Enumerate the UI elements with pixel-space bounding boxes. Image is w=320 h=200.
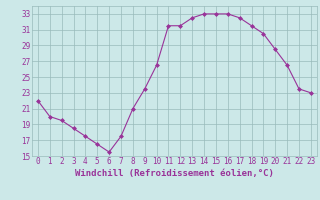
X-axis label: Windchill (Refroidissement éolien,°C): Windchill (Refroidissement éolien,°C) (75, 169, 274, 178)
